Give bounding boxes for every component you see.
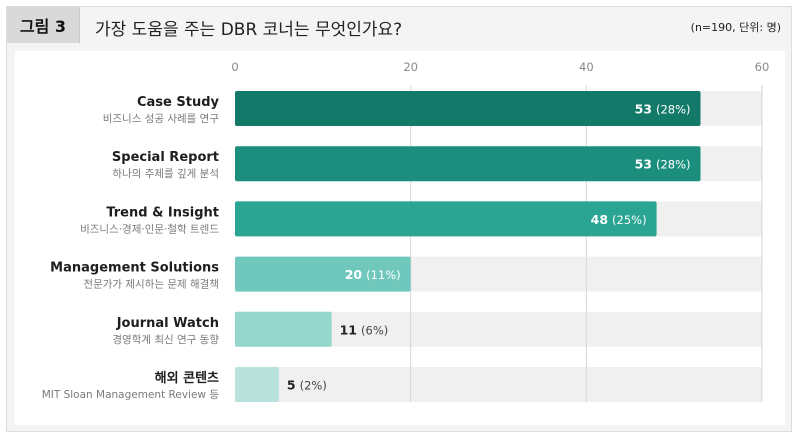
- bar-track: [235, 367, 762, 402]
- x-tick-label: 40: [579, 60, 594, 74]
- value-label: 48 (25%): [591, 212, 647, 227]
- category-subtitle: 전문가가 제시하는 문제 해결책: [83, 278, 219, 291]
- category-label: Case Study: [137, 95, 220, 110]
- x-tick-label: 20: [403, 60, 418, 74]
- value-percent: (28%): [656, 103, 691, 117]
- category-label: Management Solutions: [50, 261, 219, 276]
- category-subtitle: 비즈니스 성공 사례를 연구: [103, 113, 220, 125]
- value-count: 53: [635, 102, 652, 117]
- category-subtitle: MIT Sloan Management Review 등: [42, 389, 220, 401]
- figure-title: 가장 도움을 주는 DBR 코너는 무엇인가요?: [95, 20, 403, 40]
- value-label: 5 (2%): [287, 378, 327, 393]
- bar-chart: 0 20 40 60 Case Study 비즈니스 성공 사례를 연구 53 (28%) Sp…: [42, 60, 770, 402]
- bar: [235, 367, 279, 402]
- value-count: 53: [635, 157, 652, 172]
- x-tick-label: 0: [231, 60, 238, 74]
- bar: [235, 201, 657, 237]
- value-count: 20: [345, 267, 363, 282]
- figure-frame: 그림 3 가장 도움을 주는 DBR 코너는 무엇인가요? (n=190, 단위…: [6, 6, 792, 432]
- category-label: Special Report: [112, 150, 219, 165]
- value-label: 11 (6%): [340, 322, 389, 337]
- value-percent: (28%): [656, 158, 691, 172]
- bar: [235, 311, 332, 347]
- category-label: Journal Watch: [116, 316, 219, 331]
- bar: [235, 91, 701, 126]
- category-subtitle: 경영학계 최신 연구 동향: [112, 333, 219, 346]
- bar: [235, 256, 411, 292]
- value-count: 48: [591, 212, 608, 227]
- value-label: 20 (11%): [345, 267, 401, 282]
- value-label: 53 (28%): [635, 102, 691, 117]
- value-percent: (11%): [366, 268, 401, 282]
- value-percent: (25%): [612, 213, 647, 227]
- bar: [235, 146, 701, 182]
- sample-note: (n=190, 단위: 명): [690, 21, 781, 34]
- category-subtitle: 비즈니스·경제·인문·철학 트렌드: [80, 222, 219, 235]
- category-subtitle: 하나의 주제를 깊게 분석: [112, 167, 219, 180]
- value-count: 5: [287, 378, 296, 393]
- chart-panel: 0 20 40 60 Case Study 비즈니스 성공 사례를 연구 53 (28%) Sp…: [15, 51, 785, 425]
- category-label: 해외 콘텐츠: [155, 370, 219, 386]
- value-percent: (6%): [361, 323, 388, 337]
- value-count: 11: [340, 322, 357, 337]
- value-percent: (2%): [300, 379, 327, 393]
- figure-number: 그림 3: [7, 7, 80, 43]
- figure-header: 그림 3 가장 도움을 주는 DBR 코너는 무엇인가요? (n=190, 단위…: [7, 7, 793, 43]
- value-label: 53 (28%): [635, 157, 691, 172]
- x-tick-label: 60: [755, 60, 770, 74]
- category-label: Trend & Insight: [106, 205, 219, 220]
